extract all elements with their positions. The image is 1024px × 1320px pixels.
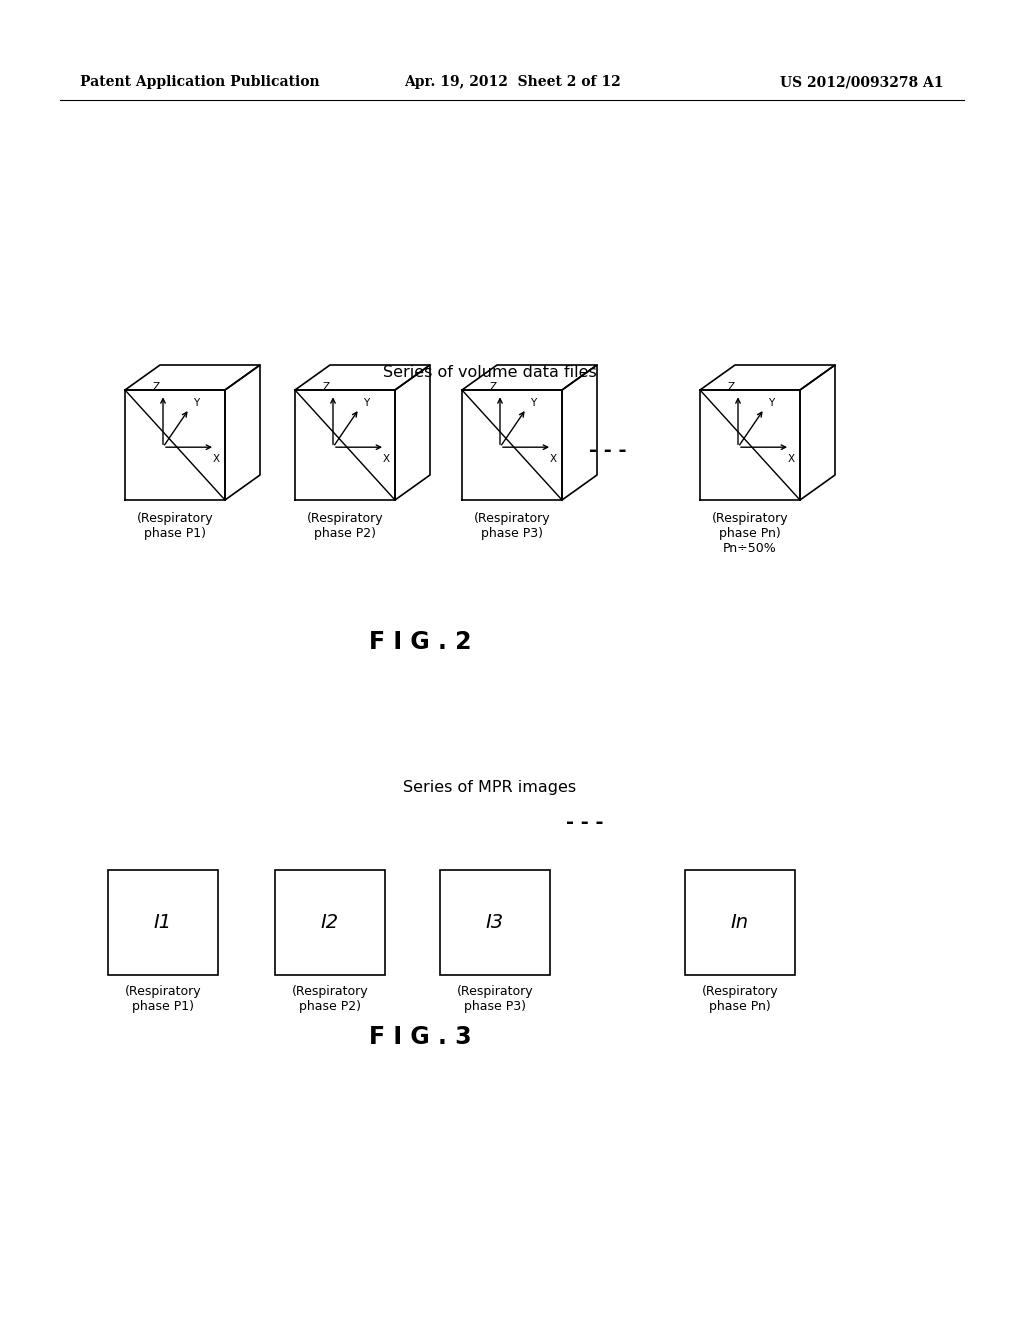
Text: (Respiratory
phase P1): (Respiratory phase P1) (136, 512, 213, 540)
Bar (108, 870, 218, 975)
Text: F I G . 3: F I G . 3 (369, 1026, 471, 1049)
Text: Y: Y (768, 397, 774, 408)
Text: Series of MPR images: Series of MPR images (403, 780, 577, 795)
Text: Series of volume data files: Series of volume data files (383, 366, 597, 380)
Text: Z: Z (323, 383, 330, 392)
Bar (275, 870, 385, 975)
Text: - - -: - - - (589, 441, 627, 459)
Text: Y: Y (194, 397, 200, 408)
Text: In: In (731, 913, 750, 932)
Text: Y: Y (364, 397, 370, 408)
Text: X: X (212, 454, 219, 465)
Bar (685, 870, 795, 975)
Text: X: X (787, 454, 795, 465)
Text: (Respiratory
phase P1): (Respiratory phase P1) (125, 985, 202, 1012)
Bar (440, 870, 550, 975)
Text: I1: I1 (154, 913, 172, 932)
Text: Apr. 19, 2012  Sheet 2 of 12: Apr. 19, 2012 Sheet 2 of 12 (403, 75, 621, 88)
Text: (Respiratory
phase P3): (Respiratory phase P3) (474, 512, 550, 540)
Text: X: X (382, 454, 389, 465)
Text: X: X (550, 454, 557, 465)
Text: F I G . 2: F I G . 2 (369, 630, 471, 653)
Text: (Respiratory
phase P2): (Respiratory phase P2) (306, 512, 383, 540)
Text: Patent Application Publication: Patent Application Publication (80, 75, 319, 88)
Text: (Respiratory
phase Pn)
Pn÷50%: (Respiratory phase Pn) Pn÷50% (712, 512, 788, 554)
Text: I3: I3 (486, 913, 504, 932)
Text: I2: I2 (321, 913, 339, 932)
Text: - - -: - - - (566, 813, 604, 832)
Text: US 2012/0093278 A1: US 2012/0093278 A1 (780, 75, 944, 88)
Text: Z: Z (153, 383, 160, 392)
Text: (Respiratory
phase P3): (Respiratory phase P3) (457, 985, 534, 1012)
Text: (Respiratory
phase P2): (Respiratory phase P2) (292, 985, 369, 1012)
Text: Y: Y (530, 397, 537, 408)
Text: Z: Z (727, 383, 734, 392)
Text: (Respiratory
phase Pn): (Respiratory phase Pn) (701, 985, 778, 1012)
Text: Z: Z (489, 383, 497, 392)
